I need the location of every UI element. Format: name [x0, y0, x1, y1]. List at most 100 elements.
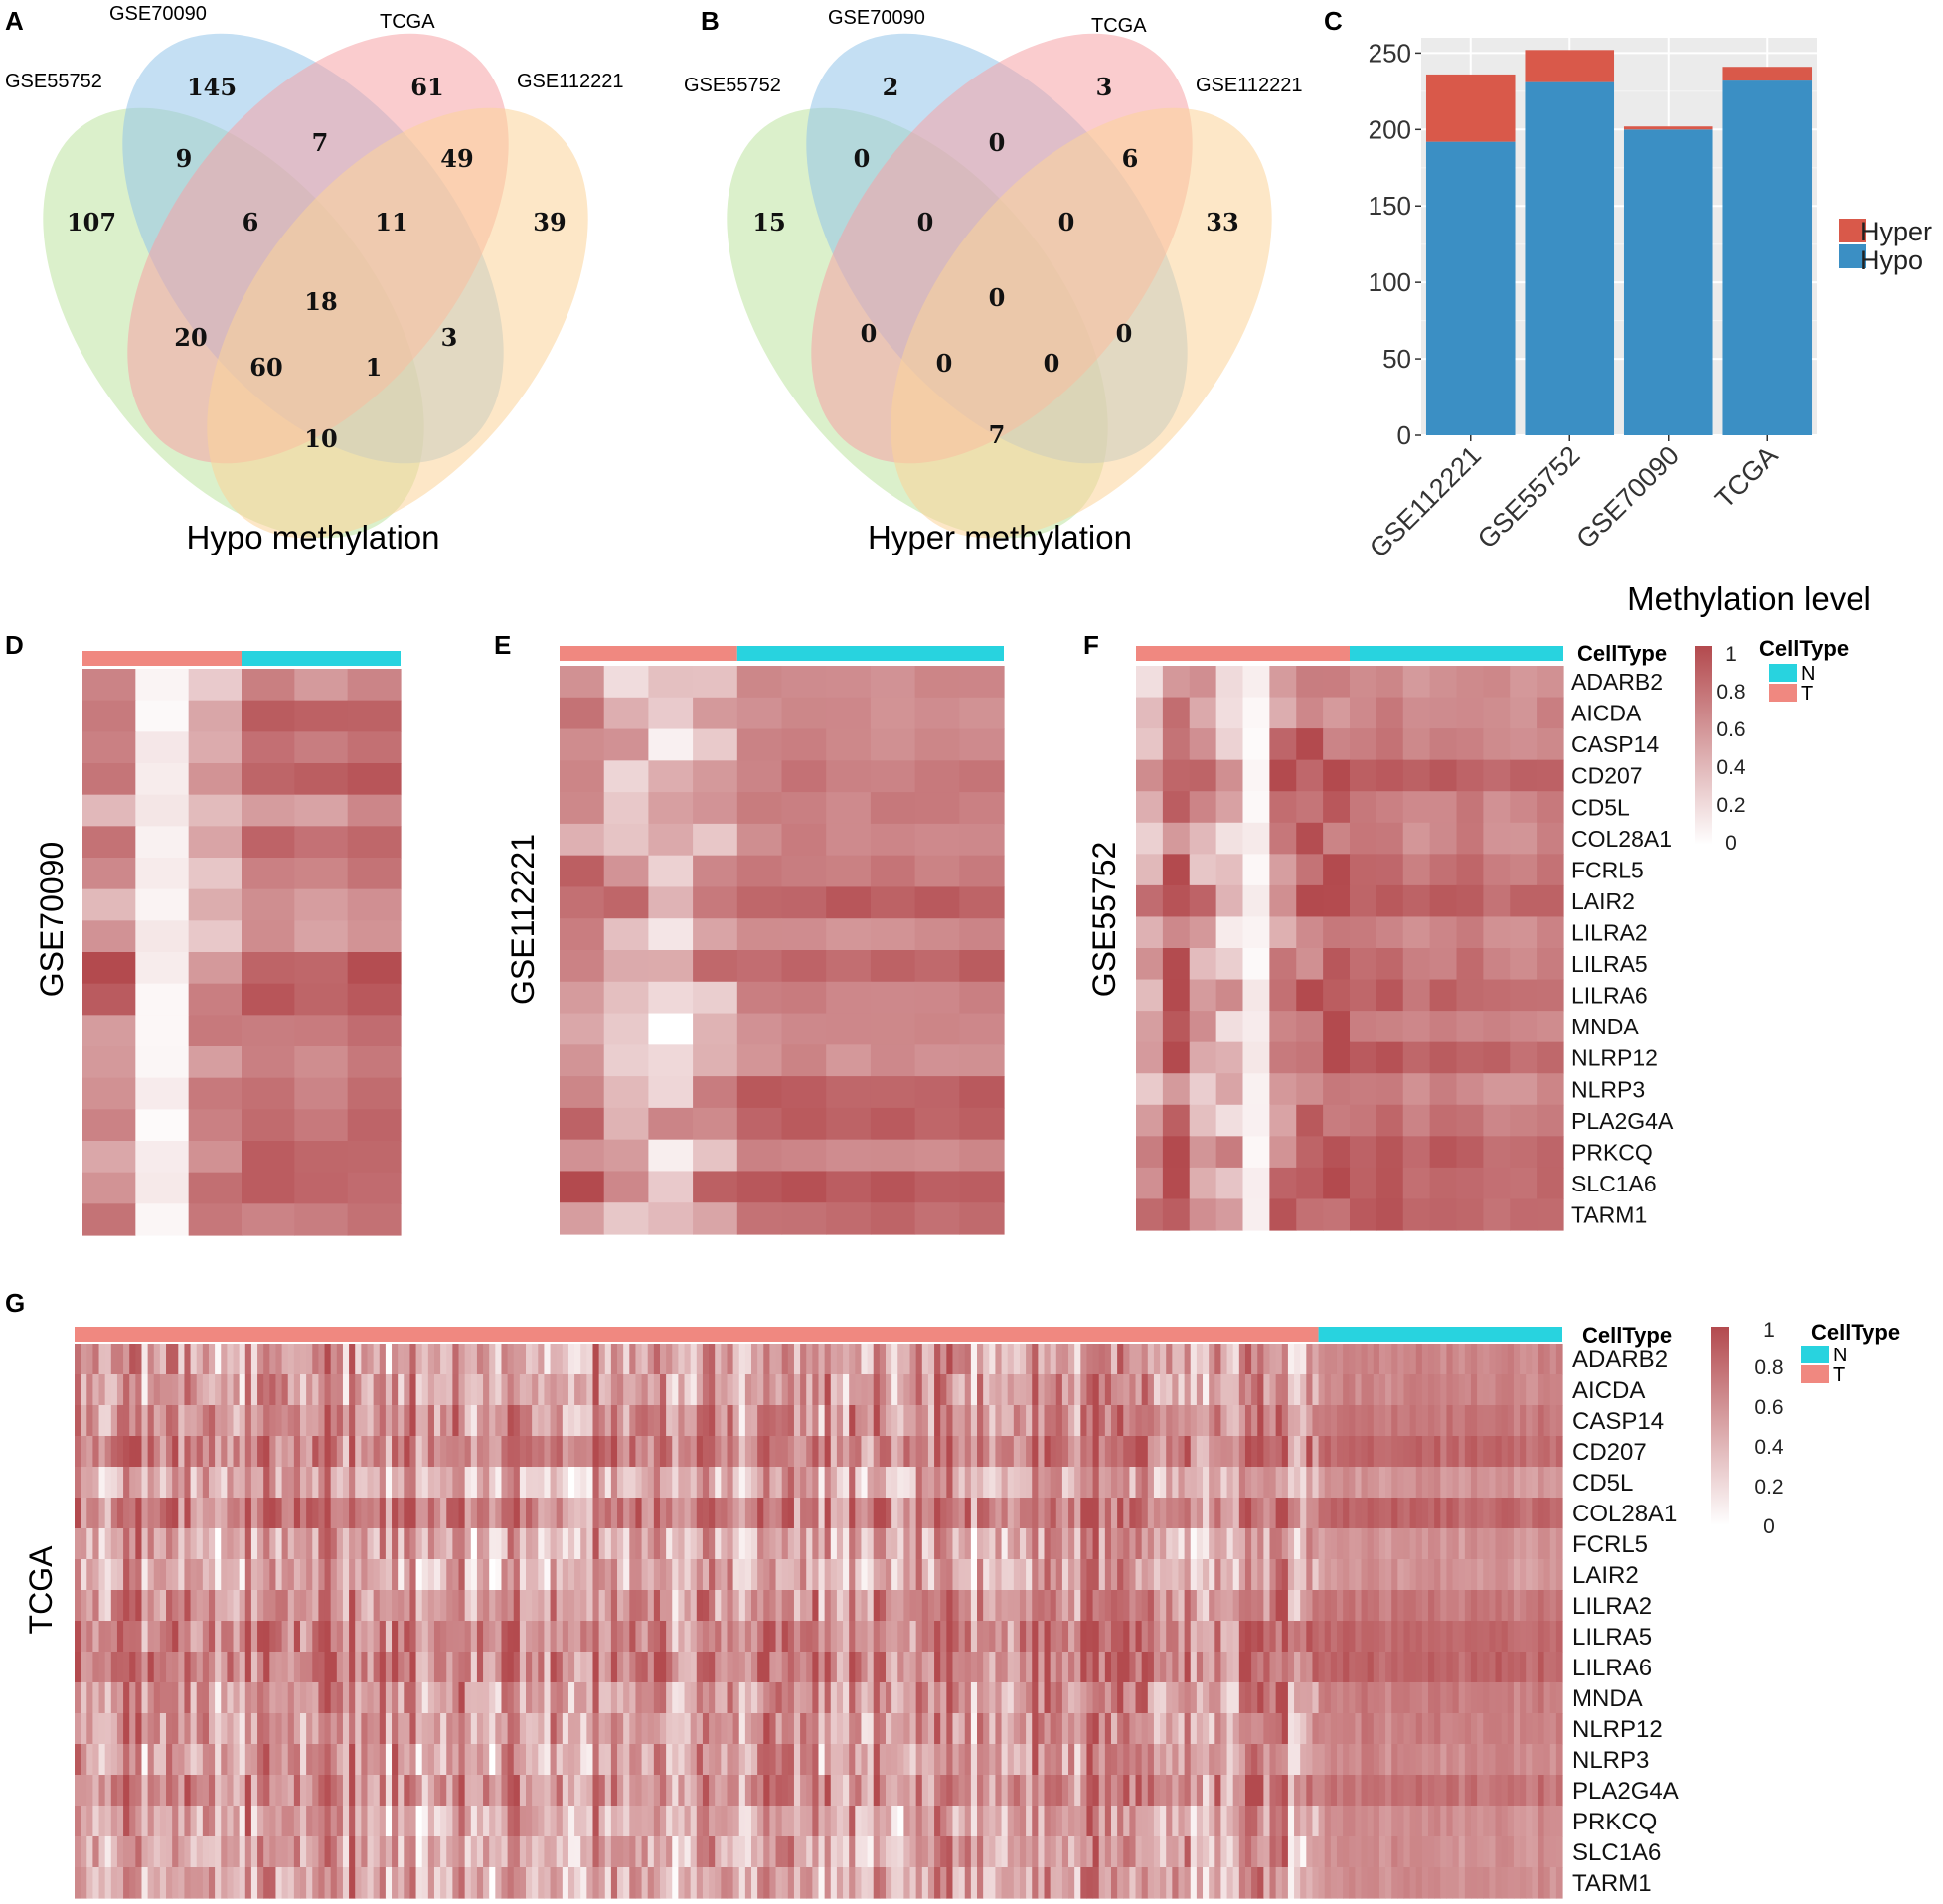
heatmap-cell — [891, 1775, 898, 1807]
heatmap-cell — [464, 1374, 472, 1406]
heatmap-cell — [1397, 1621, 1405, 1653]
heatmap-cell — [281, 1528, 289, 1560]
heatmap-cell — [1428, 1713, 1435, 1745]
heatmap-cell — [464, 1405, 472, 1437]
heatmap-cell — [1214, 1621, 1222, 1653]
heatmap-cell — [1123, 1621, 1130, 1653]
heatmap-cell — [693, 823, 738, 857]
venn-title: Hyper methylation — [868, 519, 1132, 555]
heatmap-cell — [355, 1374, 362, 1406]
heatmap-cell — [294, 1077, 349, 1110]
heatmap-cell — [330, 1867, 338, 1899]
heatmap-cell — [1190, 1559, 1198, 1591]
heatmap-cell — [567, 1344, 575, 1375]
heatmap-cell — [1189, 916, 1217, 949]
heatmap-cell — [1026, 1405, 1033, 1437]
heatmap-cell — [1543, 1436, 1551, 1468]
heatmap-cell — [392, 1621, 399, 1653]
heatmap-cell — [870, 666, 916, 699]
heatmap-cell — [1440, 1374, 1448, 1406]
heatmap-cell — [202, 1652, 210, 1683]
heatmap-cell — [648, 823, 694, 857]
heatmap-cell — [1220, 1744, 1228, 1776]
heatmap-cell — [610, 1344, 618, 1375]
heatmap-cell — [940, 1436, 947, 1468]
heatmap-cell — [849, 1590, 856, 1622]
heatmap-cell — [361, 1806, 369, 1837]
heatmap-cell — [1477, 1374, 1484, 1406]
heatmap-cell — [367, 1436, 375, 1468]
heatmap-cell — [800, 1590, 807, 1622]
heatmap-cell — [1214, 1528, 1222, 1560]
heatmap-cell — [1141, 1806, 1149, 1837]
heatmap-cell — [190, 1436, 198, 1468]
heatmap-cell — [1275, 1836, 1283, 1868]
heatmap-cell — [586, 1652, 594, 1683]
heatmap-cell — [727, 1467, 734, 1499]
heatmap-cell — [385, 1590, 393, 1622]
heatmap-cell — [903, 1713, 911, 1745]
heatmap-cell — [623, 1344, 630, 1375]
heatmap-cell — [812, 1405, 820, 1437]
heatmap-cell — [1242, 979, 1270, 1012]
heatmap-cell — [843, 1682, 850, 1714]
heatmap-cell — [1178, 1559, 1186, 1591]
heatmap-cell — [775, 1713, 783, 1745]
heatmap-cell — [1281, 1436, 1289, 1468]
heatmap-cell — [659, 1405, 667, 1437]
heatmap-cell — [1232, 1621, 1240, 1653]
heatmap-cell — [914, 950, 960, 983]
heatmap-cell — [1402, 884, 1431, 918]
heatmap-cell — [129, 1590, 136, 1622]
heatmap-cell — [1214, 1374, 1222, 1406]
heatmap-cell — [1300, 1682, 1307, 1714]
heatmap-cell — [1203, 1652, 1210, 1683]
heatmap-cell — [188, 1077, 243, 1110]
color-scale-tick: 0.2 — [1754, 1476, 1783, 1499]
heatmap-cell — [921, 1405, 929, 1437]
heatmap-cell — [342, 1467, 350, 1499]
heatmap-cell — [736, 918, 783, 951]
heatmap-cell — [342, 1436, 350, 1468]
heatmap-cell — [202, 1775, 210, 1807]
heatmap-cell — [693, 1139, 738, 1173]
heatmap-cell — [355, 1713, 362, 1745]
heatmap-cell — [452, 1775, 460, 1807]
heatmap-cell — [574, 1374, 581, 1406]
heatmap-cell — [781, 760, 827, 793]
heatmap-cell — [233, 1806, 241, 1837]
heatmap-cell — [1397, 1590, 1405, 1622]
heatmap-cell — [367, 1405, 375, 1437]
heatmap-cell — [855, 1559, 863, 1591]
heatmap-cell — [970, 1559, 978, 1591]
heatmap-cell — [1123, 1775, 1130, 1807]
heatmap-cell — [580, 1405, 587, 1437]
heatmap-cell — [610, 1713, 618, 1745]
heatmap-cell — [934, 1590, 941, 1622]
heatmap-cell — [1330, 1344, 1338, 1375]
heatmap-cell — [367, 1744, 375, 1776]
heatmap-cell — [1135, 1713, 1143, 1745]
heatmap-cell — [567, 1498, 575, 1529]
heatmap-cell — [641, 1374, 649, 1406]
heatmap-cell — [574, 1467, 581, 1499]
heatmap-cell — [1226, 1374, 1234, 1406]
heatmap-cell — [86, 1374, 94, 1406]
heatmap-cell — [1294, 1374, 1301, 1406]
heatmap-cell — [421, 1374, 429, 1406]
heatmap-cell — [1378, 1436, 1386, 1468]
heatmap-cell — [989, 1836, 997, 1868]
heatmap-cell — [1287, 1713, 1295, 1745]
heatmap-cell — [1068, 1682, 1075, 1714]
heatmap-cell — [1483, 1041, 1511, 1074]
heatmap-cell — [927, 1744, 935, 1776]
heatmap-cell — [580, 1344, 587, 1375]
heatmap-cell — [940, 1590, 947, 1622]
heatmap-cell — [641, 1867, 649, 1899]
heatmap-cell — [1464, 1621, 1472, 1653]
heatmap-cell — [513, 1744, 521, 1776]
heatmap-cell — [970, 1836, 978, 1868]
heatmap-cell — [196, 1528, 204, 1560]
heatmap-cell — [715, 1806, 722, 1837]
heatmap-cell — [275, 1775, 283, 1807]
